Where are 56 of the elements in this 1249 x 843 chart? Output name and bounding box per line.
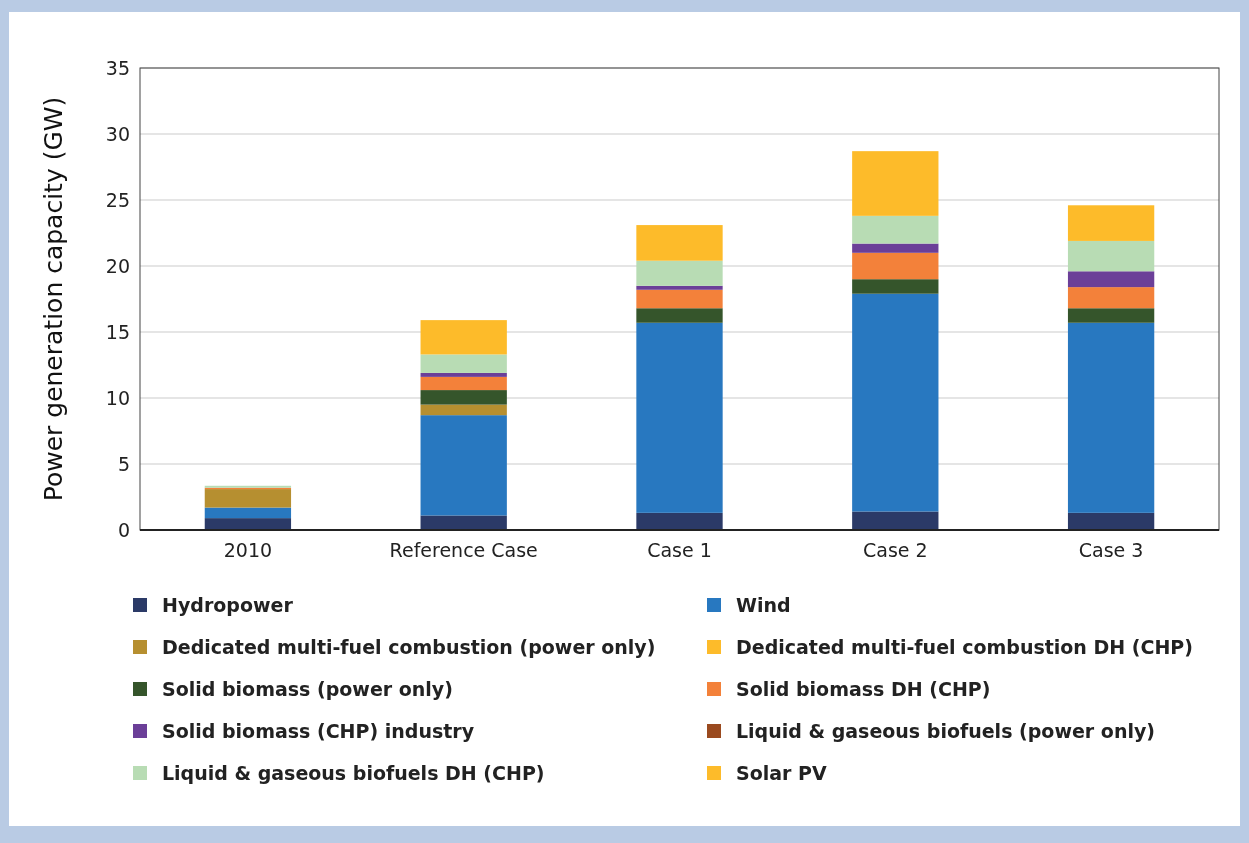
bar <box>852 243 939 253</box>
bar <box>420 376 507 391</box>
bar <box>636 322 723 513</box>
legend-label: Liquid & gaseous biofuels (power only) <box>736 720 1155 742</box>
y-tick-label: 20 <box>105 254 130 277</box>
bar <box>420 320 507 355</box>
legend-label: Solid biomass (power only) <box>162 678 453 700</box>
bar <box>420 404 507 416</box>
legend-label: Solar PV <box>736 762 827 784</box>
bar <box>420 390 507 405</box>
bar <box>636 289 723 309</box>
bar <box>852 215 939 244</box>
y-tick-label: 5 <box>117 452 130 475</box>
bar <box>420 415 507 516</box>
bar <box>852 279 939 294</box>
bar <box>852 151 939 216</box>
bar <box>204 489 292 508</box>
bar <box>420 372 507 377</box>
y-tick-label: 25 <box>105 188 130 211</box>
x-tick-label: Case 1 <box>647 539 712 562</box>
bar <box>1067 271 1155 288</box>
legend-label: Solid biomass DH (CHP) <box>736 678 991 700</box>
y-tick-label: 0 <box>117 518 130 541</box>
y-tick-label: 35 <box>105 56 130 79</box>
x-tick-label: Case 2 <box>862 539 928 562</box>
bar <box>1067 322 1155 513</box>
bar <box>636 512 723 530</box>
y-tick-label: 15 <box>105 320 130 343</box>
bar <box>852 293 939 512</box>
legend-label: Solid biomass (CHP) industry <box>162 720 475 742</box>
bar <box>420 354 507 373</box>
bar <box>636 225 723 261</box>
bar <box>636 308 723 323</box>
x-tick-label: 2010 <box>223 539 273 562</box>
bar <box>1067 205 1155 241</box>
bar <box>1067 512 1155 530</box>
bar <box>852 511 939 530</box>
bar <box>852 252 939 280</box>
bar <box>1067 308 1155 323</box>
legend-label: Hydropower <box>162 594 294 616</box>
bar <box>636 260 723 286</box>
bar <box>636 285 723 290</box>
legend-label: Dedicated multi-fuel combustion DH (CHP) <box>736 636 1193 658</box>
x-tick-label: Reference Case <box>389 539 538 562</box>
y-tick-label: 30 <box>105 122 130 145</box>
bar <box>204 518 292 530</box>
bar <box>204 507 292 519</box>
legend-label: Liquid & gaseous biofuels DH (CHP) <box>162 762 545 784</box>
x-tick-label: Case 3 <box>1078 539 1144 562</box>
bar <box>1067 287 1155 309</box>
bar <box>1067 240 1155 272</box>
legend-label: Dedicated multi-fuel combustion (power only) <box>162 636 656 658</box>
y-axis-title: Power generation capacity (GW) <box>39 96 68 502</box>
bar <box>420 515 507 530</box>
legend-label: Wind <box>736 594 791 616</box>
y-tick-label: 10 <box>105 386 130 409</box>
